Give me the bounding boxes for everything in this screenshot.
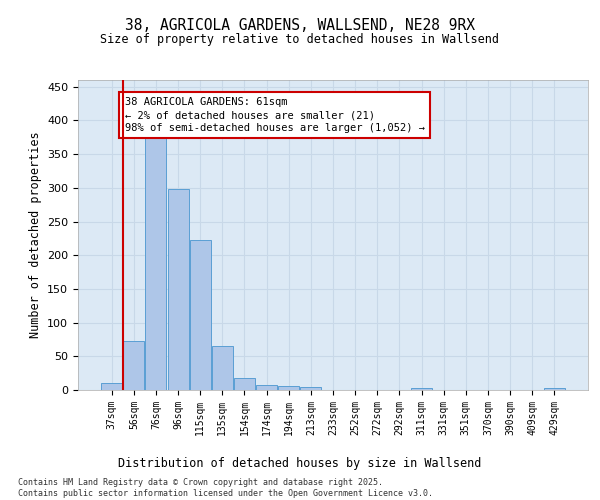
Text: 38, AGRICOLA GARDENS, WALLSEND, NE28 9RX: 38, AGRICOLA GARDENS, WALLSEND, NE28 9RX bbox=[125, 18, 475, 32]
Text: Size of property relative to detached houses in Wallsend: Size of property relative to detached ho… bbox=[101, 32, 499, 46]
Bar bbox=[145, 138, 166, 390]
Bar bbox=[101, 384, 122, 390]
Bar bbox=[212, 346, 233, 390]
Bar bbox=[124, 341, 145, 390]
Text: Distribution of detached houses by size in Wallsend: Distribution of detached houses by size … bbox=[118, 458, 482, 470]
Y-axis label: Number of detached properties: Number of detached properties bbox=[29, 132, 41, 338]
Text: Contains HM Land Registry data © Crown copyright and database right 2025.
Contai: Contains HM Land Registry data © Crown c… bbox=[18, 478, 433, 498]
Bar bbox=[411, 388, 432, 390]
Text: 38 AGRICOLA GARDENS: 61sqm
← 2% of detached houses are smaller (21)
98% of semi-: 38 AGRICOLA GARDENS: 61sqm ← 2% of detac… bbox=[125, 97, 425, 133]
Bar bbox=[190, 240, 211, 390]
Bar bbox=[544, 388, 565, 390]
Bar bbox=[278, 386, 299, 390]
Bar bbox=[301, 388, 322, 390]
Bar bbox=[256, 386, 277, 390]
Bar bbox=[167, 189, 188, 390]
Bar bbox=[234, 378, 255, 390]
